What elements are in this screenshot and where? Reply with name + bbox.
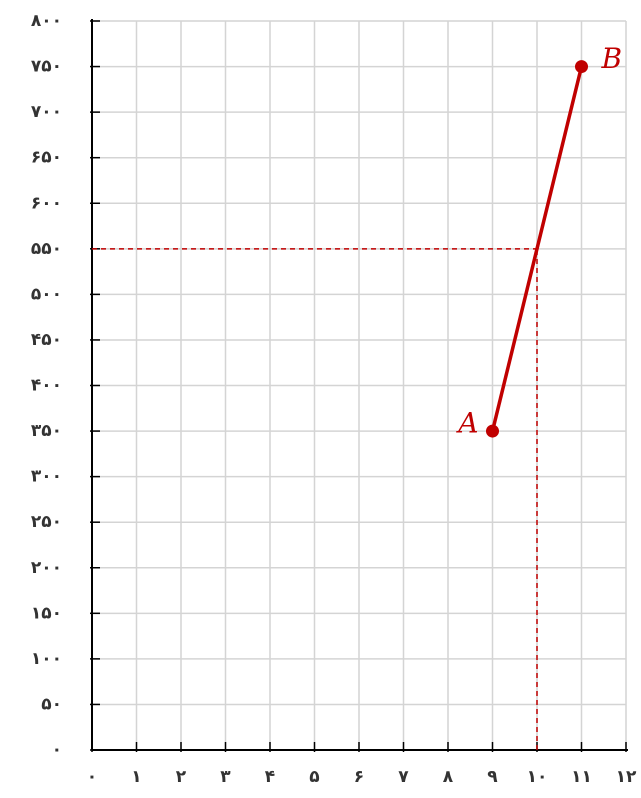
x-tick-label: ۱۰ xyxy=(527,767,548,787)
y-tick-label: ۲۵۰ xyxy=(31,512,62,532)
x-tick-label: ۵ xyxy=(309,767,319,787)
x-tick-label: ۱۱ xyxy=(571,767,592,787)
x-tick-label: ۴ xyxy=(265,767,275,787)
point-label: A xyxy=(455,407,478,440)
x-tick-label: ۷ xyxy=(398,767,409,787)
y-tick-label: ۵۰ xyxy=(41,694,62,714)
x-tick-label: ۱ xyxy=(131,767,141,787)
y-tick-label: ۰ xyxy=(52,740,62,760)
y-tick-label: ۶۰۰ xyxy=(31,193,62,213)
x-tick-label: ۸ xyxy=(443,767,454,787)
x-tick-label: ۲ xyxy=(176,767,187,787)
y-tick-label: ۵۰۰ xyxy=(31,284,62,304)
y-tick-label: ۷۰۰ xyxy=(31,102,62,122)
x-tick-label: ۱۲ xyxy=(616,767,637,787)
y-tick-label: ۳۵۰ xyxy=(31,421,62,441)
point-label: B xyxy=(601,42,623,75)
point xyxy=(486,424,499,438)
x-tick-label: ۶ xyxy=(354,767,364,787)
y-tick-label: ۵۵۰ xyxy=(31,239,62,259)
line xyxy=(490,66,584,432)
y-tick-label: ۴۵۰ xyxy=(31,330,62,350)
x-tick-label: ۰ xyxy=(87,767,97,787)
y-tick-label: ۳۰۰ xyxy=(31,467,62,487)
x-tick-label: ۹ xyxy=(487,767,498,787)
y-tick-label: ۷۵۰ xyxy=(31,57,62,77)
y-tick-label: ۲۰۰ xyxy=(31,558,62,578)
x-tick-label: ۳ xyxy=(220,767,231,787)
point xyxy=(575,60,588,74)
y-tick-label: ۱۵۰ xyxy=(31,603,62,623)
y-tick-label: ۱۰۰ xyxy=(31,649,62,669)
y-tick-label: ۶۵۰ xyxy=(31,148,62,168)
y-tick-label: ۴۰۰ xyxy=(31,376,62,396)
y-tick-label: ۸۰۰ xyxy=(31,11,62,31)
